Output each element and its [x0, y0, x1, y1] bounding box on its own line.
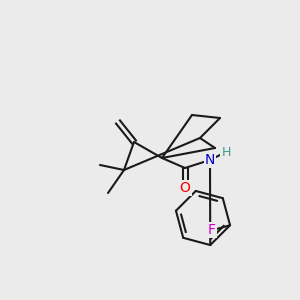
Text: H: H [221, 146, 231, 158]
Text: N: N [205, 153, 215, 167]
Text: F: F [208, 223, 216, 237]
Text: O: O [180, 181, 190, 195]
